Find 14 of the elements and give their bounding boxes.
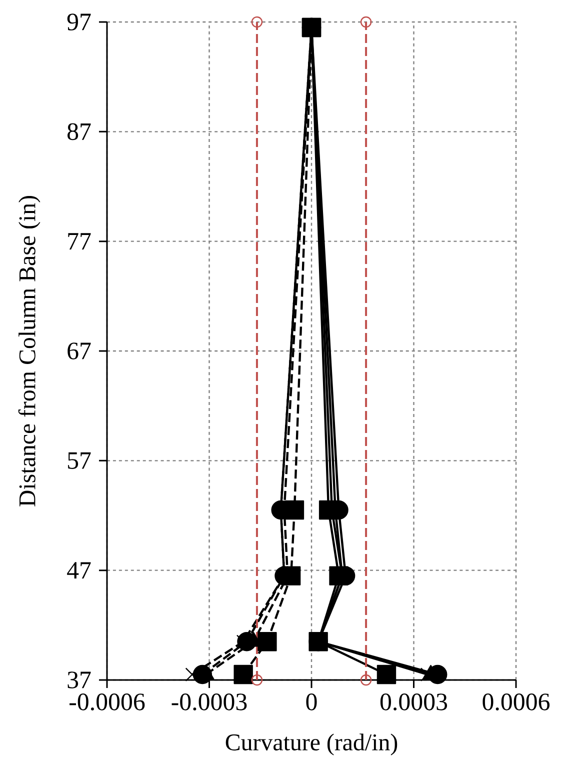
x-axis-title: Curvature (rad/in) — [226, 734, 398, 756]
y-axis-title: Distance from Column Base (in) — [18, 196, 40, 506]
x-tick-label: 0.0003 — [380, 694, 448, 710]
y-tick-label: 77 — [68, 233, 91, 250]
y-tick-label: 97 — [67, 14, 91, 30]
y-tick-label: 37 — [68, 672, 91, 688]
x-tick-label: 0 — [306, 694, 317, 710]
y-tick-label: 67 — [68, 342, 91, 360]
y-tick-label: 57 — [68, 452, 91, 469]
x-tick-label: 0.0006 — [482, 694, 550, 710]
y-tick-label: 87 — [68, 123, 91, 140]
x-tick-label: -0.0006 — [70, 694, 145, 710]
y-tick-label: 47 — [67, 562, 91, 579]
x-tick-label: -0.0003 — [172, 694, 247, 710]
